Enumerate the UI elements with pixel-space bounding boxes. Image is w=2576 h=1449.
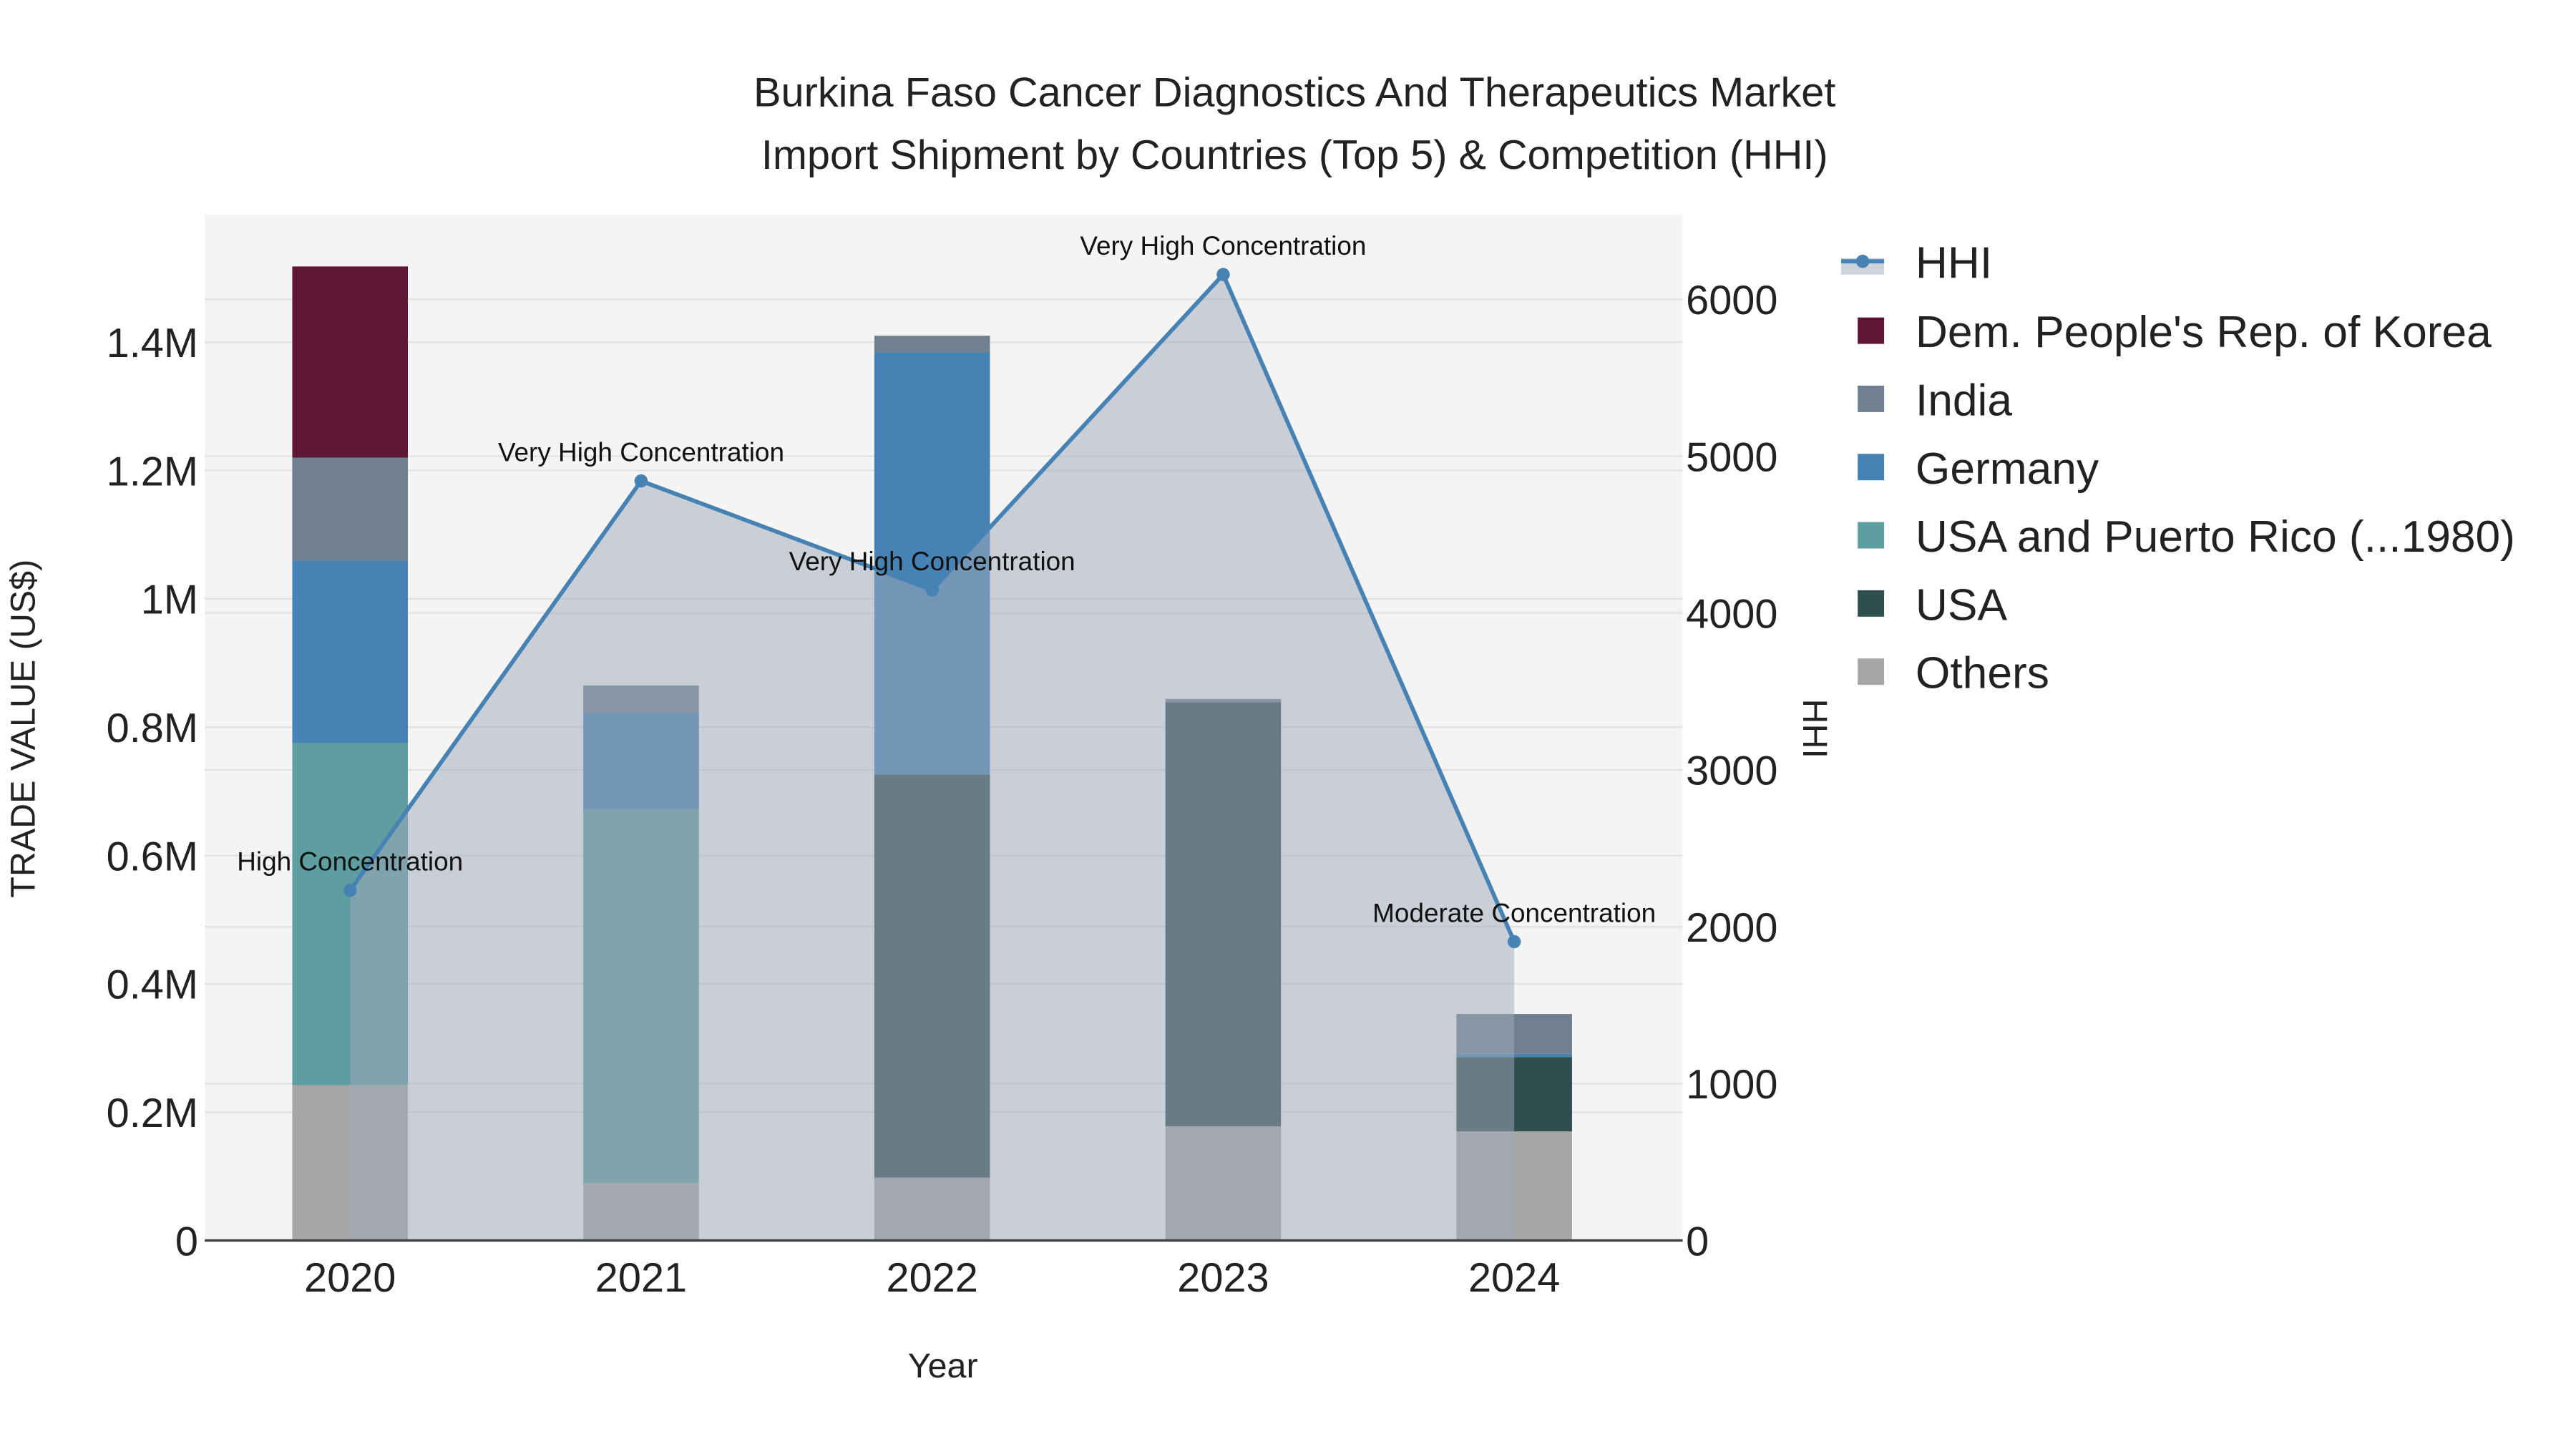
y2-tick-label: 3000 (1686, 748, 1777, 794)
y-tick-label: 0.6M (107, 834, 198, 879)
hhi-annotation: Very High Concentration (789, 547, 1075, 576)
y2-tick-label: 1000 (1686, 1062, 1777, 1108)
legend-swatch (1858, 522, 1885, 549)
hhi-point-2021 (634, 474, 648, 488)
x-tick-label: 2024 (1468, 1255, 1560, 1301)
y-tick-label: 0.8M (107, 706, 198, 751)
hhi-point-2020 (343, 884, 357, 897)
y2-tick-label: 6000 (1686, 278, 1777, 323)
x-tick-label: 2020 (304, 1255, 396, 1301)
legend-hhi-marker (1855, 254, 1870, 268)
hhi-annotation: Very High Concentration (1080, 231, 1366, 260)
bar-india-2020 (292, 457, 408, 561)
y-tick-label: 0.4M (107, 962, 198, 1008)
legend-label: Others (1916, 649, 2049, 698)
x-tick-label: 2021 (595, 1255, 687, 1301)
y-tick-label: 1.4M (107, 321, 198, 366)
chart-title-line1: Burkina Faso Cancer Diagnostics And Ther… (753, 69, 1835, 115)
y-tick-label: 0 (175, 1219, 198, 1264)
x-axis-title: Year (908, 1347, 978, 1385)
x-tick-label: 2023 (1177, 1255, 1269, 1301)
legend-swatch (1858, 385, 1885, 412)
x-tick-label: 2022 (887, 1255, 978, 1301)
y2-tick-label: 2000 (1686, 905, 1777, 951)
hhi-point-2022 (925, 583, 939, 597)
y2-tick-label: 5000 (1686, 434, 1777, 480)
hhi-point-2024 (1507, 935, 1521, 949)
y-tick-label: 1M (141, 577, 198, 623)
y2-tick-label: 4000 (1686, 592, 1777, 638)
chart-title-line2: Import Shipment by Countries (Top 5) & C… (761, 132, 1828, 178)
legend-label: India (1916, 376, 2012, 426)
legend-label: USA (1916, 580, 2008, 630)
y-tick-label: 1.2M (107, 449, 198, 494)
hhi-annotation: Very High Concentration (498, 437, 784, 467)
bar-dem-people-s-rep-of-korea-2020 (292, 266, 408, 458)
y-tick-label: 0.2M (107, 1091, 198, 1136)
legend: HHI Dem. People's Rep. of Korea India Germa… (1841, 238, 2515, 698)
hhi-annotation: Moderate Concentration (1372, 898, 1656, 927)
y2-axis-title: HHI (1795, 699, 1834, 758)
y-axis-title: TRADE VALUE (US$) (4, 560, 42, 898)
legend-label: USA and Puerto Rico (...1980) (1916, 512, 2515, 562)
legend-swatch (1858, 658, 1885, 686)
bar-india-2022 (874, 336, 990, 353)
legend-label-hhi: HHI (1916, 238, 1992, 288)
legend-swatch (1858, 317, 1885, 344)
hhi-annotation: High Concentration (237, 847, 463, 877)
legend-swatch (1858, 454, 1885, 481)
hhi-point-2023 (1216, 268, 1230, 281)
y2-tick-label: 0 (1686, 1219, 1709, 1264)
legend-label: Dem. People's Rep. of Korea (1916, 308, 2492, 357)
legend-swatch (1858, 590, 1885, 617)
hhi-area (350, 274, 1515, 1241)
bar-germany-2020 (292, 560, 408, 743)
legend-label: Germany (1916, 444, 2099, 494)
